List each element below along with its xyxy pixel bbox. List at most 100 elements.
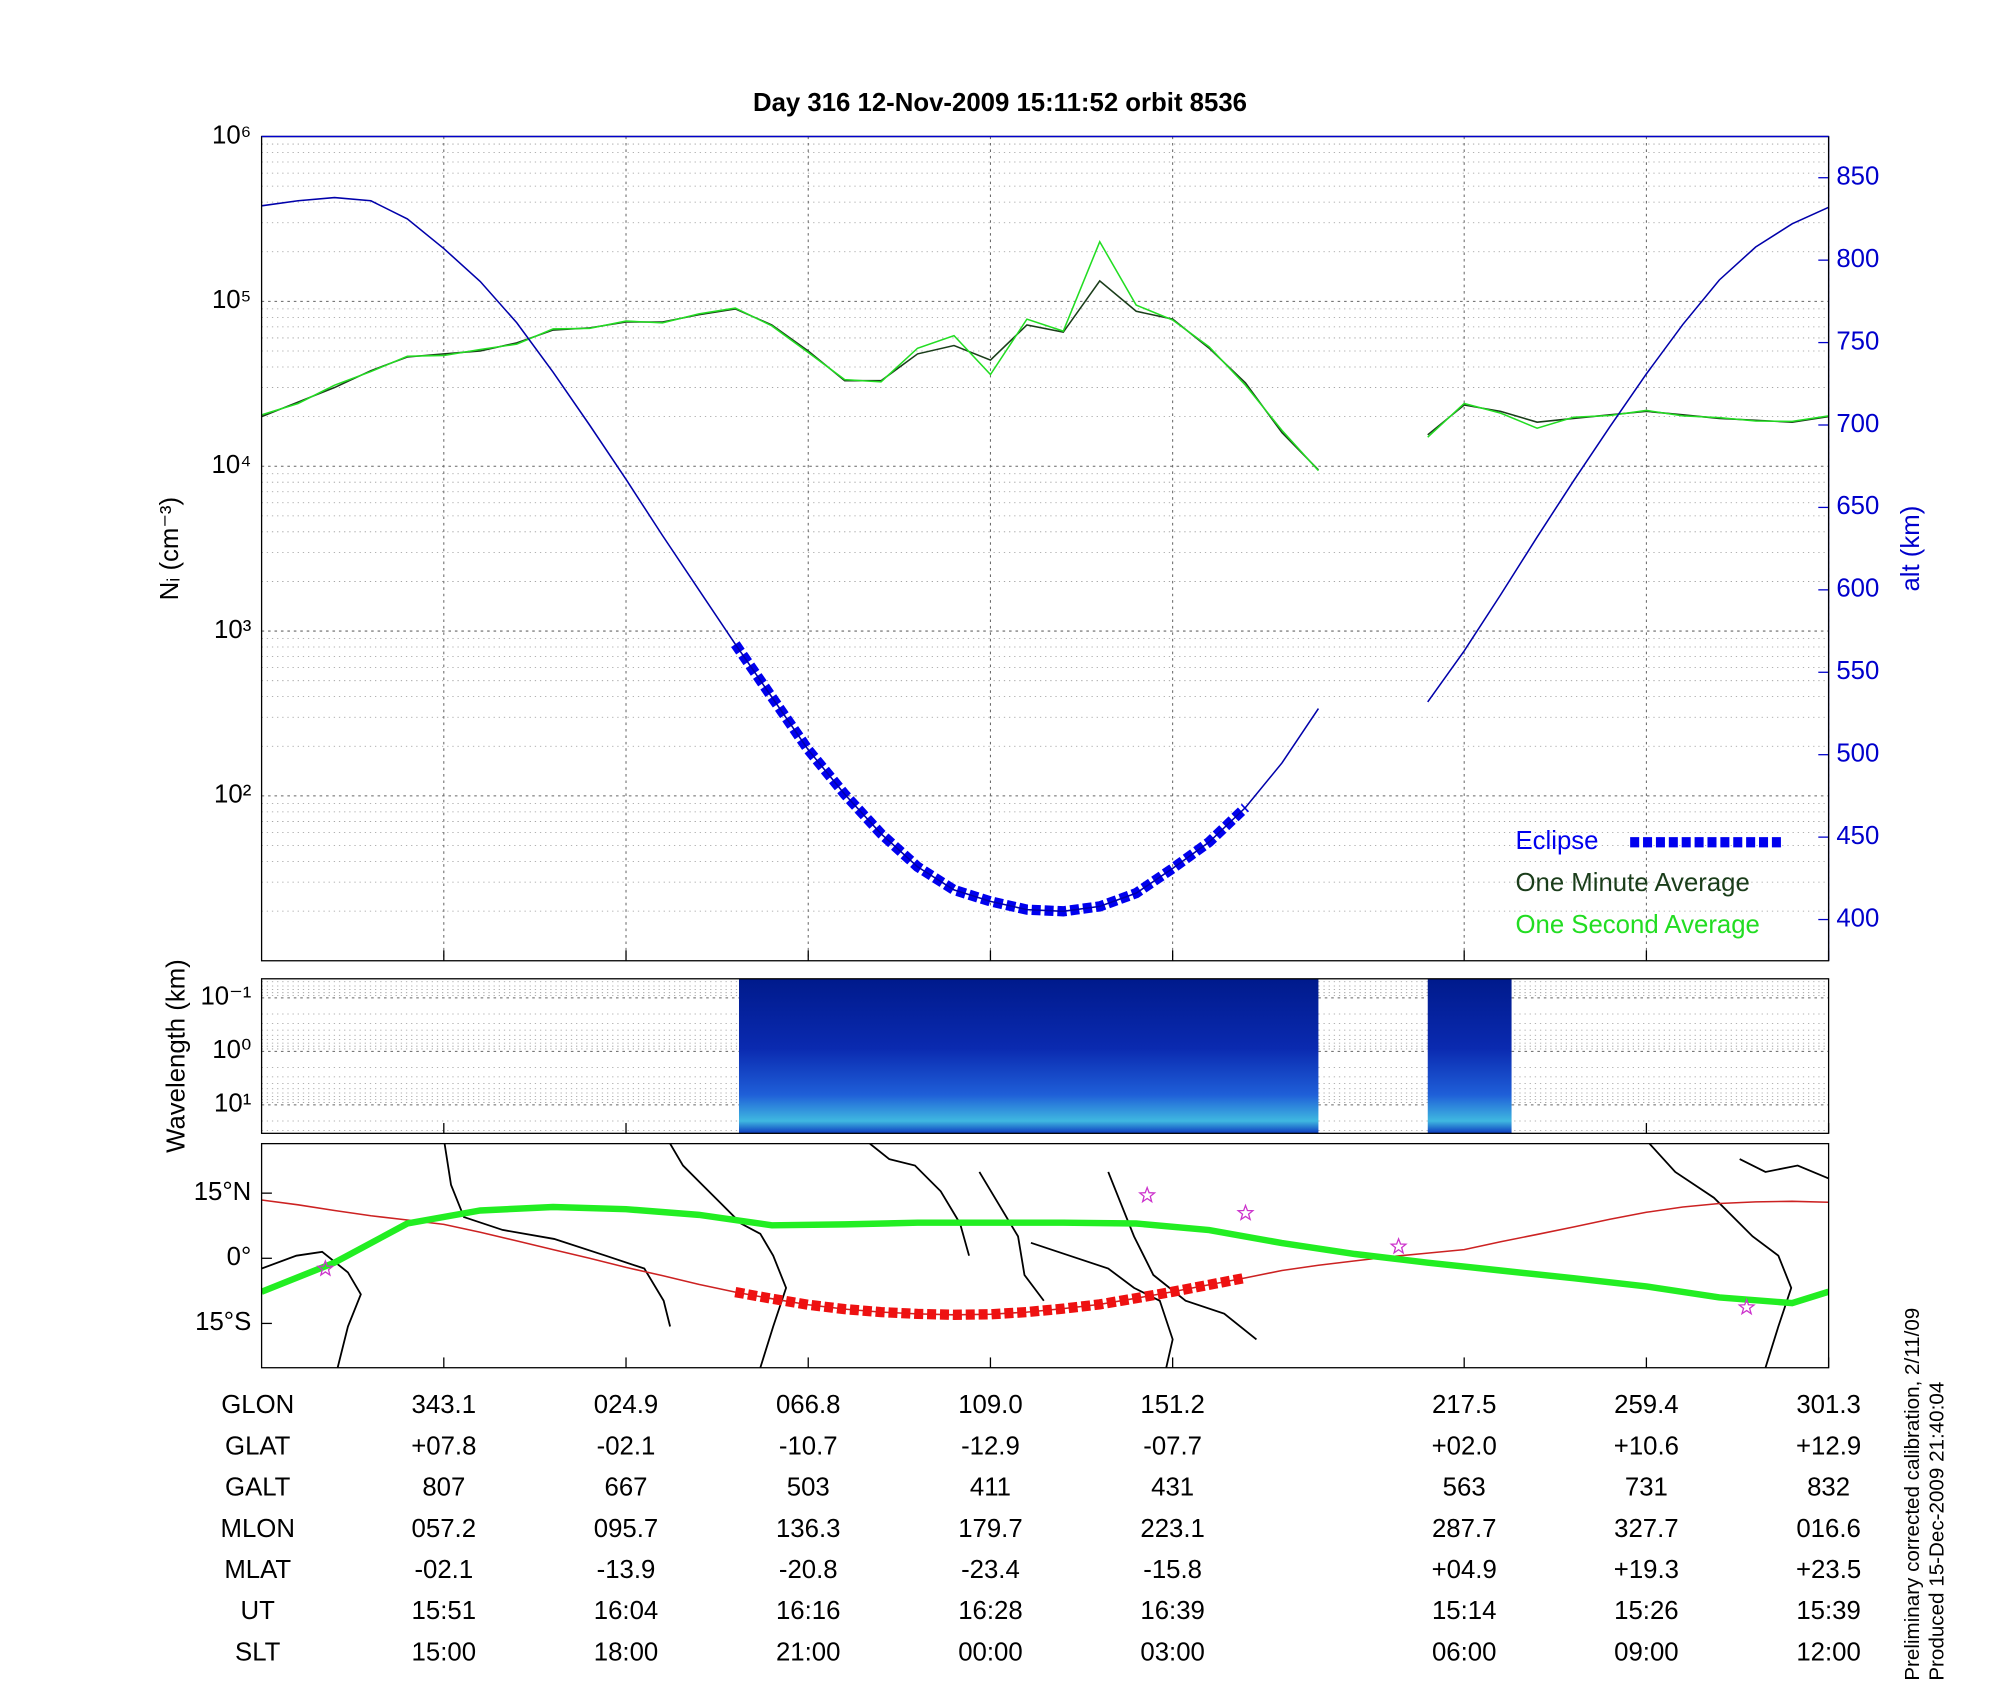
cell: 15:26 <box>1614 1597 1678 1625</box>
coastlines <box>261 1143 1829 1368</box>
cell: 431 <box>1151 1474 1194 1502</box>
spectrogram-block <box>738 978 1319 1134</box>
cell: 03:00 <box>1140 1638 1204 1666</box>
y2-tick-label: 850 <box>1836 163 1879 191</box>
cell: 18:00 <box>594 1638 658 1666</box>
cell: +10.6 <box>1614 1432 1679 1460</box>
cell: 217.5 <box>1432 1391 1496 1419</box>
cell: 024.9 <box>594 1391 658 1419</box>
y2-tick-label: 800 <box>1836 245 1879 273</box>
row-label: MLAT <box>224 1556 291 1584</box>
y-tick-label: 10⁶ <box>212 121 251 149</box>
cell: 179.7 <box>958 1515 1022 1543</box>
row-label: UT <box>241 1597 276 1625</box>
y2-tick-label: 750 <box>1836 327 1879 355</box>
cell: 15:00 <box>412 1638 476 1666</box>
cell: 109.0 <box>958 1391 1022 1419</box>
cell: 287.7 <box>1432 1515 1496 1543</box>
y2-tick-label: 700 <box>1836 410 1879 438</box>
series-line <box>261 239 1829 472</box>
map-tracks <box>261 1199 1829 1320</box>
star-marker <box>1389 1236 1408 1255</box>
cell: 16:39 <box>1140 1597 1204 1625</box>
cell: 151.2 <box>1140 1391 1204 1419</box>
cell: 259.4 <box>1614 1391 1678 1419</box>
cell: 057.2 <box>412 1515 476 1543</box>
cell: 095.7 <box>594 1515 658 1543</box>
row-label: GLAT <box>225 1432 291 1460</box>
note: Preliminary corrected calibration, 2/11/… <box>1901 1308 1924 1681</box>
track-line <box>261 1203 1829 1307</box>
y-tick-label: 10⁵ <box>212 286 251 314</box>
cell: -13.9 <box>597 1556 656 1584</box>
star-marker <box>316 1259 335 1277</box>
y2-tick-label: 550 <box>1836 657 1879 685</box>
cell: 066.8 <box>776 1391 840 1419</box>
cell: 21:00 <box>776 1638 840 1666</box>
cell: 15:51 <box>412 1597 476 1625</box>
cell: 411 <box>970 1474 1011 1502</box>
y-tick-label: 10⁻¹ <box>200 983 251 1011</box>
row-label: MLON <box>221 1515 295 1543</box>
cell: 16:16 <box>776 1597 840 1625</box>
cell: 327.7 <box>1614 1515 1678 1543</box>
y-tick-label: 15°S <box>195 1308 251 1336</box>
y-tick-label: 10¹ <box>214 1090 252 1118</box>
cell: 807 <box>422 1474 465 1502</box>
y-tick-label: 10⁰ <box>212 1036 251 1064</box>
cell: +19.3 <box>1614 1556 1679 1584</box>
y2-tick-label: 600 <box>1836 575 1879 603</box>
star-marker <box>1236 1203 1255 1221</box>
cell: -23.4 <box>961 1556 1020 1584</box>
cell: -02.1 <box>414 1556 473 1584</box>
cell: 563 <box>1443 1474 1486 1502</box>
cell: 16:28 <box>958 1597 1022 1625</box>
y2-tick-label: 400 <box>1836 904 1879 932</box>
y-tick-label: 10⁴ <box>212 451 252 479</box>
cell: 15:39 <box>1796 1597 1860 1625</box>
cell: -12.9 <box>961 1432 1020 1460</box>
y-tick-label: 15°N <box>194 1178 252 1206</box>
cell: 667 <box>605 1474 648 1502</box>
cell: 301.3 <box>1796 1391 1860 1419</box>
row-label: GLON <box>221 1391 294 1419</box>
row-label: GALT <box>225 1474 291 1502</box>
legend-label: One Minute Average <box>1515 869 1749 897</box>
track-line <box>261 1199 1829 1316</box>
cell: 343.1 <box>412 1391 476 1419</box>
legend-label: Eclipse <box>1515 827 1598 855</box>
cell: -10.7 <box>779 1432 838 1460</box>
cell: -07.7 <box>1143 1432 1202 1460</box>
y-tick-label: 0° <box>227 1243 252 1271</box>
y-axis-label: Nᵢ (cm⁻³) <box>156 497 184 600</box>
cell: 00:00 <box>958 1638 1022 1666</box>
track-line <box>734 1272 1247 1320</box>
star-marker <box>1138 1185 1157 1204</box>
y-tick-label: 10³ <box>214 616 252 644</box>
cell: 503 <box>787 1474 830 1502</box>
row-label: SLT <box>235 1638 281 1666</box>
cell: 12:00 <box>1796 1638 1860 1666</box>
y2-tick-label: 650 <box>1836 492 1879 520</box>
cell: 016.6 <box>1796 1515 1860 1543</box>
cell: -15.8 <box>1143 1556 1202 1584</box>
spectrogram-block <box>1427 978 1512 1134</box>
cell: +07.8 <box>411 1432 476 1460</box>
star-marker <box>1737 1297 1756 1316</box>
note: Produced 15-Dec-2009 21:40:04 <box>1926 1382 1949 1681</box>
panel-frame <box>260 978 1830 1134</box>
cell: 09:00 <box>1614 1638 1678 1666</box>
series-line <box>261 196 1829 913</box>
y-tick-label: 10² <box>214 781 252 809</box>
cell: -20.8 <box>779 1556 838 1584</box>
cell: +23.5 <box>1796 1556 1861 1584</box>
cell: 15:14 <box>1432 1597 1496 1625</box>
cell: +02.0 <box>1432 1432 1497 1460</box>
cell: +12.9 <box>1796 1432 1861 1460</box>
cell: 06:00 <box>1432 1638 1496 1666</box>
cell: 832 <box>1807 1474 1850 1502</box>
y2-tick-label: 500 <box>1836 740 1879 768</box>
panel-frame <box>260 1142 1830 1369</box>
